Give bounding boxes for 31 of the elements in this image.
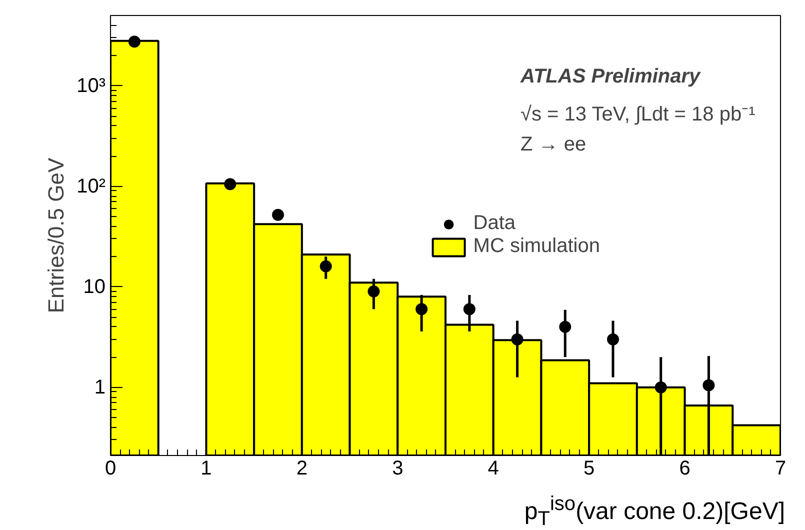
legend-label: Data [473, 212, 516, 235]
point [607, 333, 619, 346]
y-tick-label: 1 [94, 376, 106, 398]
annotation: √s = 13 TeV, ∫Ldt = 18 pb⁻¹ [520, 104, 756, 126]
point [559, 320, 572, 333]
x-tick-label: 5 [584, 458, 595, 480]
x-tick-label: 1 [200, 458, 212, 480]
x-axis-title: p$_{T}$$^{iso}$(var cone 0.2)[GeV] [524, 492, 785, 530]
point [511, 333, 524, 346]
point [463, 303, 476, 316]
x-tick-label: 0 [104, 458, 116, 480]
point [368, 285, 380, 298]
annotation: ATLAS Preliminary [520, 66, 702, 88]
y-tick-label: 10³ [76, 74, 106, 97]
point [224, 178, 236, 190]
point [320, 260, 332, 272]
annotation: Z → ee [520, 134, 586, 156]
point [416, 303, 428, 316]
x-tick-label: 3 [392, 458, 404, 480]
y-axis-title: Entries/0.5 GeV [44, 158, 69, 314]
point [702, 379, 715, 392]
point [272, 208, 284, 221]
point [654, 381, 667, 394]
legend-label: MC simulation [473, 235, 600, 258]
point [128, 36, 140, 48]
x-tick-label: 6 [679, 458, 690, 480]
x-tick-label: 7 [774, 458, 786, 480]
x-tick-label: 2 [296, 458, 308, 480]
x-tick-label: 4 [488, 458, 499, 480]
y-tick-label: 10² [76, 175, 106, 198]
y-tick-label: 10 [83, 276, 106, 298]
